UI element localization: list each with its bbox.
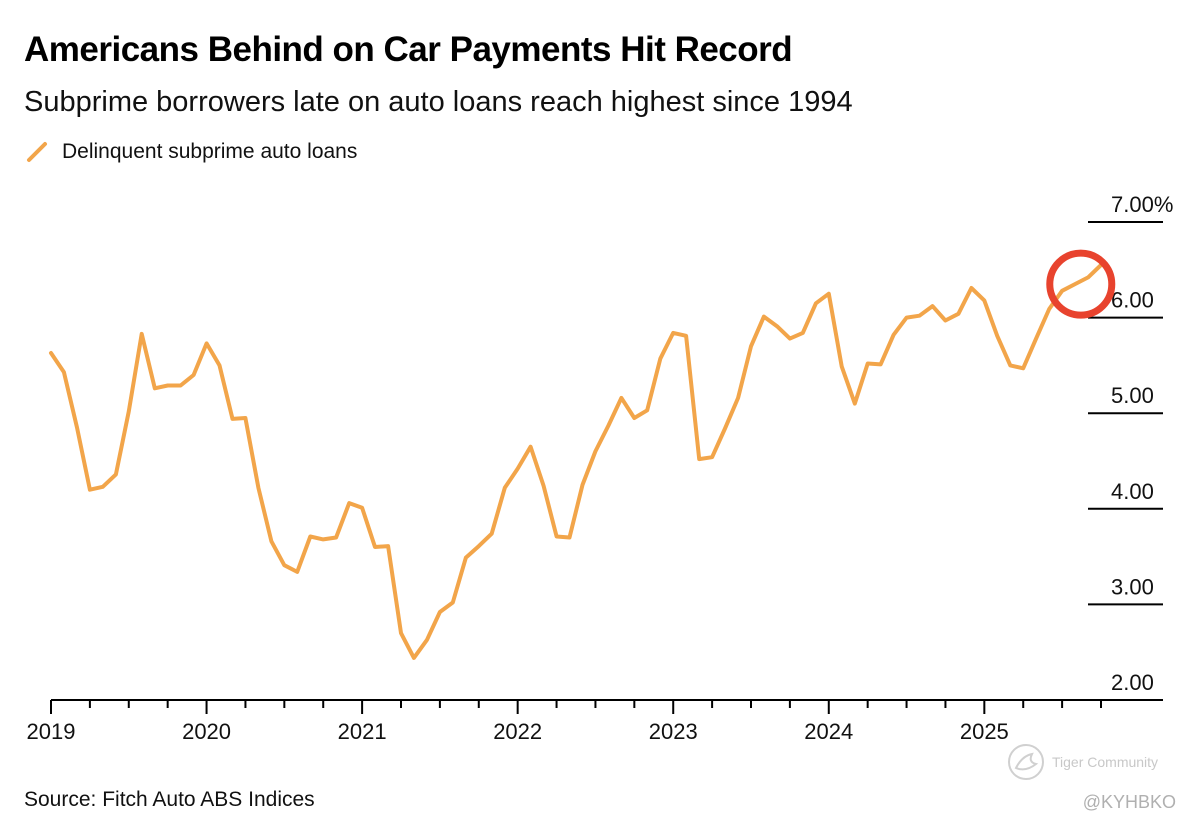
source-note: Source: Fitch Auto ABS Indices	[24, 788, 315, 811]
x-tick-label: 2024	[804, 719, 853, 744]
record-highlight-circle	[1046, 249, 1116, 319]
y-tick-label: 2.00	[1111, 670, 1154, 695]
tiger-logo-icon	[1008, 744, 1044, 780]
line-swatch-icon	[27, 142, 47, 162]
y-tick-label: 4.00	[1111, 479, 1154, 504]
x-tick-label: 2021	[338, 719, 387, 744]
x-tick-label: 2023	[649, 719, 698, 744]
series-line	[49, 263, 1103, 660]
y-tick-label: 5.00	[1111, 383, 1154, 408]
legend-label: Delinquent subprime auto loans	[62, 140, 358, 163]
legend: Delinquent subprime auto loans	[26, 140, 357, 164]
x-tick-label: 2025	[960, 719, 1009, 744]
y-tick-label: 3.00	[1111, 574, 1154, 599]
x-tick-label: 2022	[493, 719, 542, 744]
y-tick-label: 6.00	[1111, 288, 1154, 313]
x-tick-label: 2020	[182, 719, 231, 744]
y-tick-label: 7.00%	[1111, 192, 1173, 217]
watermark-handle: @KYHBKO	[1082, 792, 1176, 812]
chart-subtitle: Subprime borrowers late on auto loans re…	[24, 86, 853, 118]
x-tick-label: 2019	[27, 719, 76, 744]
tiger-community-watermark: Tiger Community	[1006, 742, 1158, 782]
chart-title: Americans Behind on Car Payments Hit Rec…	[24, 30, 793, 69]
watermark-community-text: Tiger Community	[1052, 754, 1159, 770]
